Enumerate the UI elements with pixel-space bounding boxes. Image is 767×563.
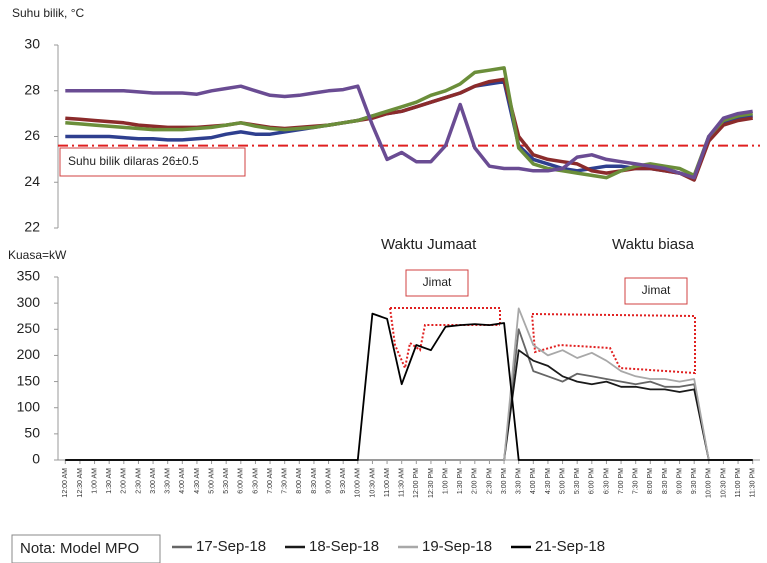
x-tick-label: 4:30 AM (194, 468, 201, 494)
x-tick-label: 4:00 AM (179, 468, 186, 494)
x-tick-label: 1:00 PM (442, 468, 449, 494)
y-axis-label: Suhu bilik, °C (12, 6, 84, 20)
x-tick-label: 7:30 PM (633, 468, 640, 494)
legend-label: 18-Sep-18 (309, 538, 379, 555)
x-tick-label: 8:30 AM (311, 468, 318, 494)
x-tick-label: 3:30 AM (165, 468, 172, 494)
annotation: Waktu Jumaat (381, 236, 477, 253)
x-tick-label: 4:00 PM (530, 468, 537, 494)
y-tick-label: 100 (17, 398, 41, 414)
x-tick-label: 12:30 AM (77, 468, 84, 498)
annotation: Jimat (642, 283, 671, 297)
y-tick-label: 26 (24, 127, 40, 143)
x-tick-label: 2:00 AM (121, 468, 128, 494)
x-tick-label: 11:00 PM (735, 468, 742, 498)
x-tick-label: 3:30 PM (516, 468, 523, 494)
x-tick-label: 10:30 PM (720, 468, 727, 498)
x-tick-label: 12:30 PM (428, 468, 435, 498)
x-tick-label: 9:00 PM (676, 468, 683, 494)
x-tick-label: 12:00 PM (413, 468, 420, 498)
y-tick-label: 200 (17, 346, 41, 362)
x-tick-label: 2:30 PM (486, 468, 493, 494)
x-tick-label: 7:00 PM (618, 468, 625, 494)
x-tick-label: 6:30 AM (252, 468, 259, 494)
y-tick-label: 150 (17, 372, 41, 388)
x-tick-label: 6:00 AM (238, 468, 245, 494)
x-tick-label: 9:30 PM (691, 468, 698, 494)
x-tick-label: 7:30 AM (282, 468, 289, 494)
x-tick-label: 10:30 AM (369, 468, 376, 498)
annotation-box (59, 147, 246, 177)
data-line (65, 84, 753, 180)
y-tick-label: 22 (24, 219, 40, 235)
data-line (65, 307, 753, 461)
legend-label: 17-Sep-18 (196, 538, 266, 555)
x-tick-label: 10:00 AM (355, 468, 362, 498)
x-tick-label: 11:30 AM (399, 468, 406, 497)
x-tick-label: 6:00 PM (589, 468, 596, 494)
x-tick-label: 1:30 PM (457, 468, 464, 494)
x-tick-label: 2:00 PM (472, 468, 479, 494)
y-tick-label: 24 (24, 173, 40, 189)
x-tick-label: 1:00 AM (91, 468, 98, 494)
y-tick-label: 250 (17, 320, 41, 336)
data-line (65, 312, 753, 461)
annotation-box (405, 269, 469, 297)
y-axis-label: Kuasa=kW (8, 248, 67, 262)
x-tick-label: 10:00 PM (706, 468, 713, 498)
legend-label: 19-Sep-18 (422, 538, 492, 555)
data-line (65, 77, 753, 182)
annotation: Jimat (423, 275, 452, 289)
x-tick-label: 7:00 AM (267, 468, 274, 494)
x-tick-label: 6:30 PM (603, 468, 610, 494)
x-tick-label: 11:00 AM (384, 468, 391, 497)
annotation: Suhu bilik dilaras 26±0.5 (68, 154, 199, 168)
x-tick-label: 5:00 AM (208, 468, 215, 494)
saving-outline (389, 307, 501, 372)
y-tick-label: 50 (24, 425, 40, 441)
legend-label: 21-Sep-18 (535, 538, 605, 555)
x-tick-label: 2:30 AM (135, 468, 142, 494)
y-tick-label: 350 (17, 268, 41, 284)
y-tick-label: 300 (17, 294, 41, 310)
note-box (11, 534, 161, 563)
x-tick-label: 5:30 AM (223, 468, 230, 494)
x-tick-label: 9:30 AM (340, 468, 347, 494)
x-tick-label: 3:00 AM (150, 468, 157, 494)
y-tick-label: 28 (24, 81, 40, 97)
saving-outline (531, 313, 696, 375)
x-tick-label: 8:30 PM (662, 468, 669, 494)
x-tick-label: 12:00 AM (62, 468, 69, 498)
x-tick-label: 3:00 PM (501, 468, 508, 494)
x-tick-label: 11:30 PM (750, 468, 757, 498)
annotation: Waktu biasa (612, 236, 695, 253)
x-tick-label: 4:30 PM (545, 468, 552, 494)
x-tick-label: 5:30 PM (574, 468, 581, 494)
y-tick-label: 0 (32, 451, 40, 467)
y-tick-label: 30 (24, 36, 40, 52)
x-tick-label: 8:00 AM (296, 468, 303, 494)
x-tick-label: 9:00 AM (325, 468, 332, 494)
note: Nota: Model MPO (20, 540, 139, 557)
x-tick-label: 1:30 AM (106, 468, 113, 494)
x-tick-label: 8:00 PM (647, 468, 654, 494)
x-tick-label: 5:00 PM (559, 468, 566, 494)
annotation-box (624, 277, 688, 305)
